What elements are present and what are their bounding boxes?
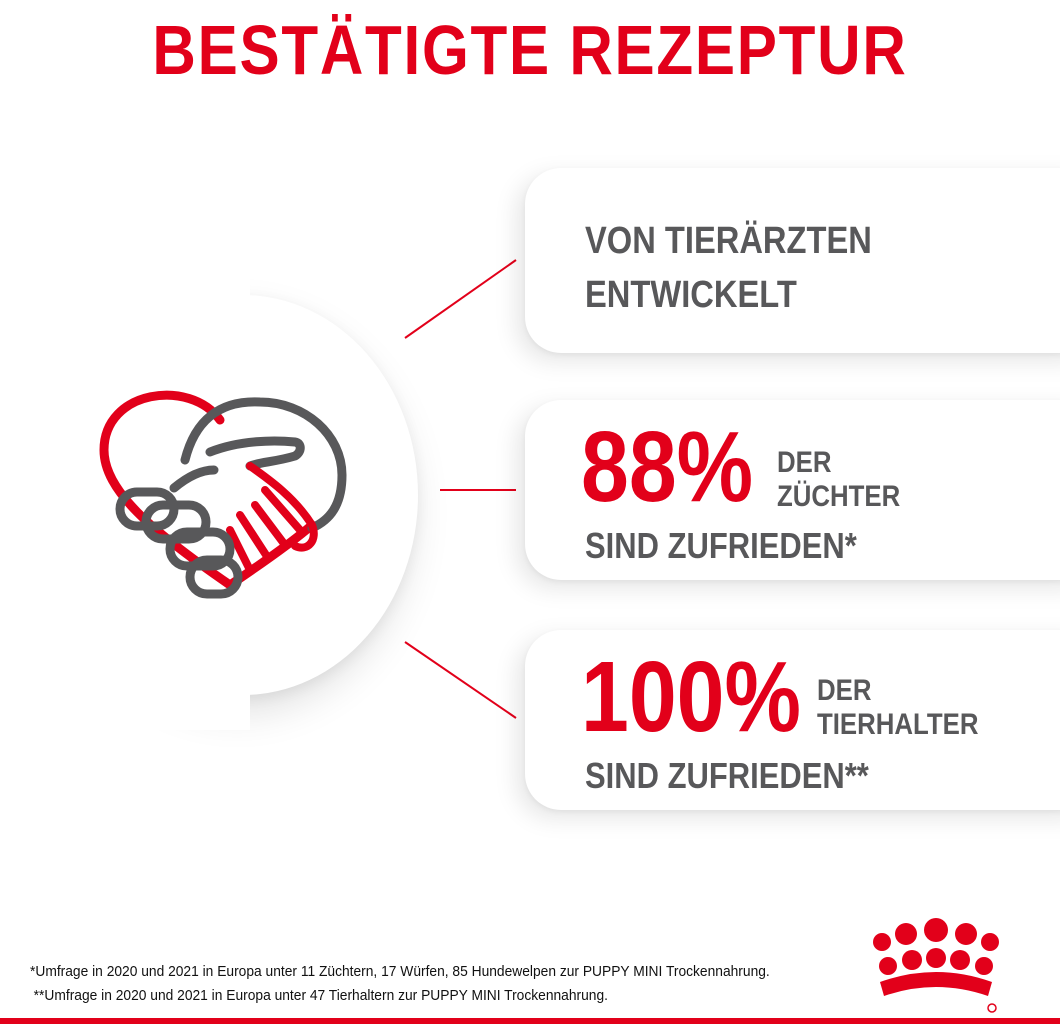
stat-label-line: DER (777, 446, 832, 479)
footnote: *Umfrage in 2020 und 2021 in Europa unte… (30, 963, 770, 980)
card-text: VON TIERÄRZTEN ENTWICKELT (585, 214, 872, 322)
handshake-heart-icon (99, 390, 347, 599)
card-line: ENTWICKELT (585, 274, 797, 316)
stat-subtext: SIND ZUFRIEDEN** (585, 755, 869, 796)
bottom-accent-bar (0, 1018, 1060, 1024)
stat-label-line: DER (817, 674, 872, 707)
stat-label: DER ZÜCHTER (777, 446, 900, 514)
stat-label-line: ZÜCHTER (777, 480, 901, 513)
royal-crown-icon (873, 918, 999, 1013)
connector-line-top (404, 259, 517, 339)
card-owners: 100% DER TIERHALTER SIND ZUFRIEDEN** (525, 630, 1060, 810)
connector-line-bottom (404, 641, 517, 719)
card-vet-developed: VON TIERÄRZTEN ENTWICKELT (525, 168, 1060, 353)
card-breeders: 88% DER ZÜCHTER SIND ZUFRIEDEN* (525, 400, 1060, 580)
stat-subtext: SIND ZUFRIEDEN* (585, 525, 857, 566)
page-title: BESTÄTIGTE REZEPTUR (152, 11, 908, 89)
stat-label-line: TIERHALTER (817, 708, 979, 741)
footnote: **Umfrage in 2020 und 2021 in Europa unt… (33, 987, 609, 1004)
stat-value: 88% (581, 411, 754, 523)
card-line: VON TIERÄRZTEN (585, 220, 872, 262)
stat-label: DER TIERHALTER (817, 674, 978, 742)
footnotes: *Umfrage in 2020 und 2021 in Europa unte… (30, 960, 858, 1008)
stat-value: 100% (581, 641, 801, 753)
